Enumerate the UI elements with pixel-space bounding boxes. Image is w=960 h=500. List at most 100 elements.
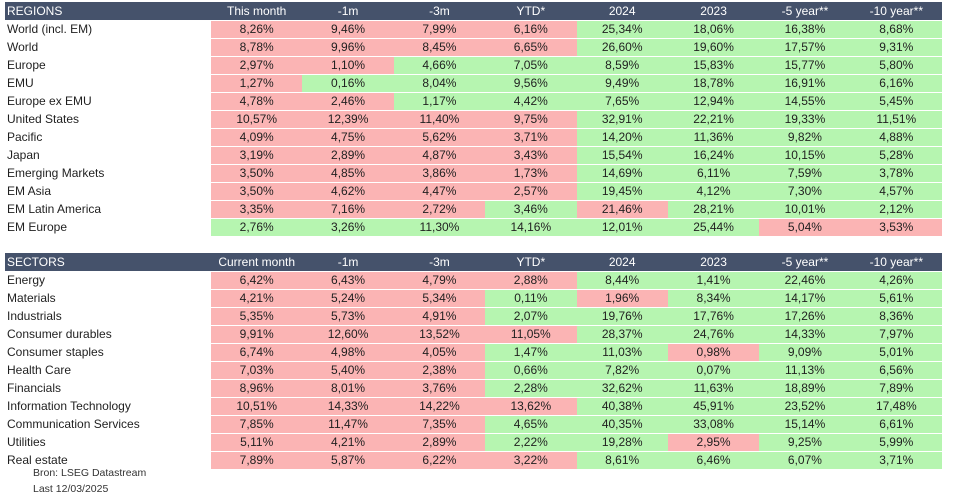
value-cell: 45,91% (667, 397, 760, 416)
value-cell: 14,22% (393, 397, 486, 416)
value-cell: 4,91% (393, 307, 486, 326)
value-cell: 5,45% (850, 92, 942, 111)
table-row: Materials 4,21% 5,24% 5,34% 0,11% 1,96% 8,34% 1… (5, 289, 942, 308)
value-cell: 7,35% (393, 415, 486, 434)
value-cell: 10,15% (759, 146, 851, 165)
value-cell: 16,91% (759, 74, 851, 93)
value-cell: 0,11% (485, 289, 577, 308)
column-header: -10 year** (850, 2, 942, 21)
table-row: Real estate 7,89% 5,87% 6,22% 3,22% 8,61% 6,46… (5, 451, 942, 470)
regions-header-row: REGIONS This month -1m -3m YTD* 2024 2023 -5 ye… (5, 2, 942, 21)
table-row: Information Technology 10,51% 14,33% 14,22%… (5, 397, 942, 416)
column-header: 2023 (667, 253, 760, 272)
value-cell: 4,62% (302, 182, 394, 201)
value-cell: 2,88% (485, 271, 577, 290)
value-cell: 6,16% (485, 20, 577, 39)
value-cell: 1,27% (211, 74, 303, 93)
column-header: -10 year** (850, 253, 942, 272)
table-row: Consumer staples 6,74% 4,98% 4,05% 1,47% 11,0… (5, 343, 942, 362)
value-cell: 14,33% (302, 397, 394, 416)
value-cell: 12,01% (576, 218, 668, 237)
value-cell: 13,62% (485, 397, 577, 416)
row-label: Financials (5, 379, 211, 398)
value-cell: 2,95% (667, 433, 760, 452)
value-cell: 2,57% (485, 182, 577, 201)
column-header: YTD* (485, 253, 577, 272)
value-cell: 3,76% (393, 379, 486, 398)
value-cell: 1,47% (485, 343, 577, 362)
row-label: EM Europe (5, 218, 211, 237)
row-label: EMU (5, 74, 211, 93)
row-label: Japan (5, 146, 211, 165)
value-cell: 24,76% (667, 325, 760, 344)
value-cell: 14,69% (576, 164, 668, 183)
value-cell: 25,34% (576, 20, 668, 39)
sectors-header-row: SECTORS Current month -1m -3m YTD* 2024 2023 -5… (5, 253, 942, 272)
value-cell: 8,59% (576, 56, 668, 75)
row-label: Health Care (5, 361, 211, 380)
value-cell: 6,61% (850, 415, 942, 434)
value-cell: 3,19% (211, 146, 303, 165)
row-label: Consumer staples (5, 343, 211, 362)
value-cell: 11,36% (667, 128, 760, 147)
value-cell: 28,21% (667, 200, 760, 219)
value-cell: 4,75% (302, 128, 394, 147)
table-row: United States 10,57% 12,39% 11,40% 9,75% 32,9… (5, 110, 942, 129)
value-cell: 11,40% (393, 110, 486, 129)
table-row: Europe ex EMU 4,78% 2,46% 1,17% 4,42% 7,65% 12… (5, 92, 942, 111)
row-label: World (5, 38, 211, 57)
value-cell: 8,44% (576, 271, 668, 290)
row-label: EM Latin America (5, 200, 211, 219)
value-cell: 9,09% (759, 343, 851, 362)
table-row: Communication Services 7,85% 11,47% 7,35% 4,… (5, 415, 942, 434)
value-cell: 15,77% (759, 56, 851, 75)
value-cell: 6,43% (302, 271, 394, 290)
row-label: United States (5, 110, 211, 129)
value-cell: 9,46% (302, 20, 394, 39)
value-cell: 9,25% (759, 433, 851, 452)
column-header: 2024 (576, 253, 668, 272)
table-row: Utilities 5,11% 4,21% 2,89% 2,22% 19,28% 2,95%… (5, 433, 942, 452)
value-cell: 32,62% (576, 379, 668, 398)
value-cell: 14,20% (576, 128, 668, 147)
value-cell: 12,60% (302, 325, 394, 344)
value-cell: 8,26% (211, 20, 303, 39)
column-header: -5 year** (759, 2, 851, 21)
value-cell: 8,68% (850, 20, 942, 39)
value-cell: 18,06% (667, 20, 760, 39)
value-cell: 6,22% (393, 451, 486, 470)
date-note: Last 12/03/2025 (33, 483, 109, 495)
value-cell: 40,35% (576, 415, 668, 434)
value-cell: 7,16% (302, 200, 394, 219)
row-label: World (incl. EM) (5, 20, 211, 39)
value-cell: 10,01% (759, 200, 851, 219)
value-cell: 5,35% (211, 307, 303, 326)
value-cell: 6,11% (667, 164, 760, 183)
value-cell: 9,96% (302, 38, 394, 57)
value-cell: 22,46% (759, 271, 851, 290)
row-label: Industrials (5, 307, 211, 326)
value-cell: 10,51% (211, 397, 303, 416)
value-cell: 4,78% (211, 92, 303, 111)
value-cell: 9,91% (211, 325, 303, 344)
table-row: EM Asia 3,50% 4,62% 4,47% 2,57% 19,45% 4,12% 7,… (5, 182, 942, 201)
value-cell: 19,76% (576, 307, 668, 326)
value-cell: 5,34% (393, 289, 486, 308)
table-row: Europe 2,97% 1,10% 4,66% 7,05% 8,59% 15,83% 15,… (5, 56, 942, 75)
value-cell: 19,60% (667, 38, 760, 57)
table-row: Japan 3,19% 2,89% 4,87% 3,43% 15,54% 16,24% 10,… (5, 146, 942, 165)
value-cell: 1,96% (576, 289, 668, 308)
value-cell: 1,17% (393, 92, 486, 111)
value-cell: 7,99% (393, 20, 486, 39)
table-row: Industrials 5,35% 5,73% 4,91% 2,07% 19,76% 17,… (5, 307, 942, 326)
value-cell: 5,24% (302, 289, 394, 308)
row-label: Real estate (5, 451, 211, 470)
value-cell: 7,65% (576, 92, 668, 111)
value-cell: 5,01% (850, 343, 942, 362)
row-label: Energy (5, 271, 211, 290)
value-cell: 2,38% (393, 361, 486, 380)
value-cell: 5,11% (211, 433, 303, 452)
value-cell: 3,78% (850, 164, 942, 183)
column-header: 2024 (576, 2, 668, 21)
value-cell: 5,99% (850, 433, 942, 452)
